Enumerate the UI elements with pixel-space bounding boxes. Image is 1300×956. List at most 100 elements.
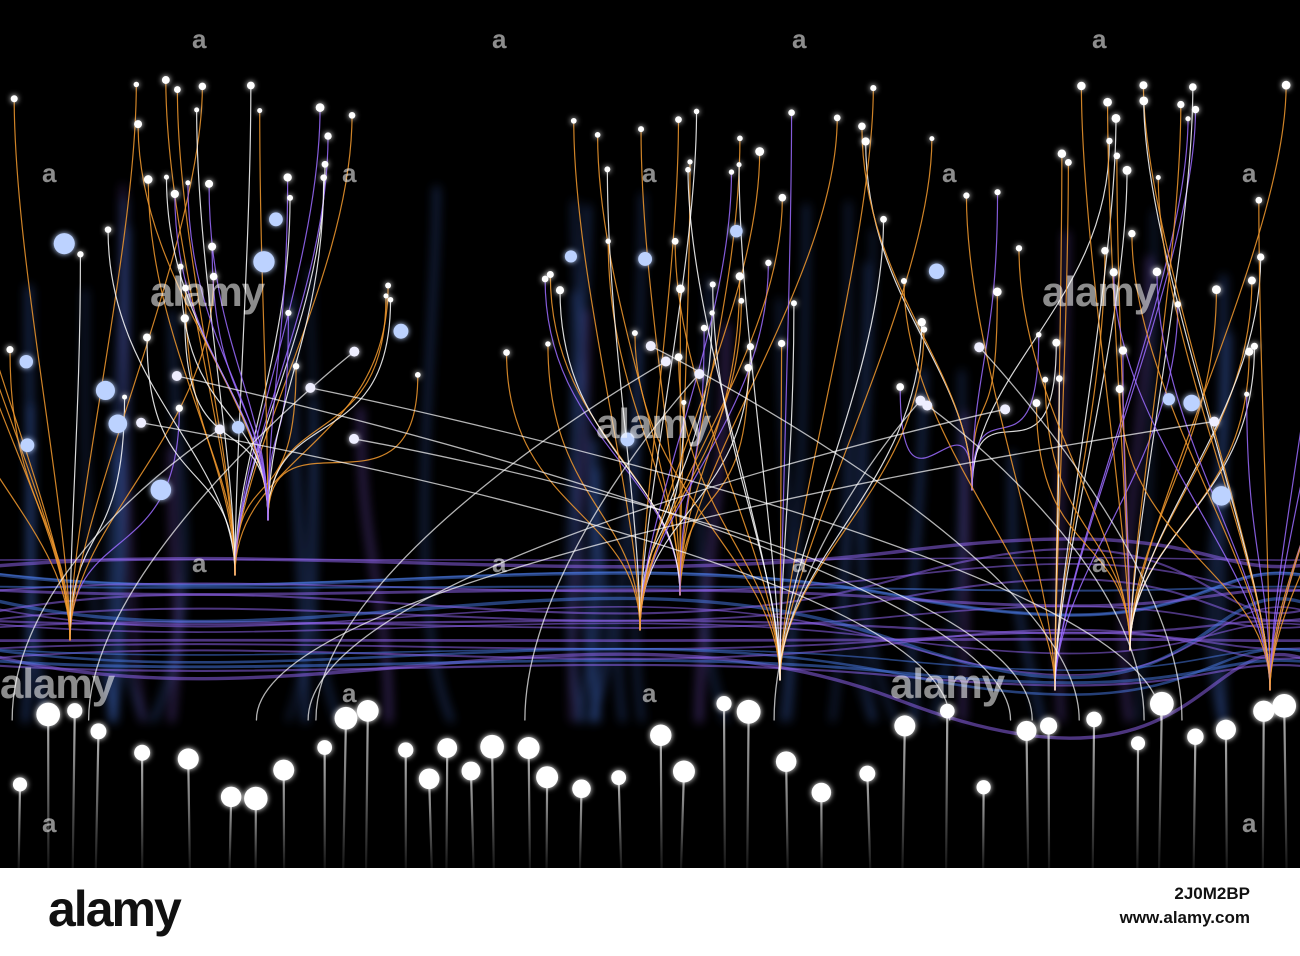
strand-tip-dot (604, 166, 611, 173)
watermark-mark: a (792, 548, 807, 578)
strand-tip-dot (1257, 253, 1265, 261)
blurred-strand (861, 229, 877, 722)
blurred-strand (959, 412, 969, 723)
weave-strand (0, 652, 1300, 740)
arc-tip-dot (915, 395, 926, 406)
fan-strand (674, 240, 781, 681)
strand-tip-dot (208, 242, 217, 251)
strand-tip-dot (638, 126, 645, 133)
blurred-strand (572, 200, 595, 723)
fan-strand (1269, 544, 1300, 691)
fan-strand (779, 302, 795, 681)
stem-head-dot (1215, 719, 1236, 740)
weave-strand (0, 628, 1300, 660)
strand-tip-dot (1122, 165, 1132, 175)
background-glow-dot (1162, 393, 1176, 406)
arc-tip-dot (1209, 416, 1220, 427)
strand-tip-dot (1113, 152, 1121, 160)
strand-tip-dot (920, 326, 928, 333)
strand-tip-dot (1111, 113, 1121, 123)
strand-tip-dot (737, 135, 743, 142)
strand-tip-dot (287, 194, 294, 201)
strand-tip-dot (348, 112, 356, 119)
strand-tip-dot (1055, 375, 1063, 382)
arc-tip-dot (694, 368, 705, 379)
blurred-strand (777, 298, 795, 722)
strand-tip-dot (414, 371, 421, 378)
strand-tip-dot (1042, 376, 1049, 383)
stem-head-dot (716, 696, 732, 712)
strand-tip-dot (700, 324, 708, 332)
watermark-text: alamy (0, 660, 115, 707)
blurred-strand (571, 291, 601, 723)
strand-tip-dot (163, 174, 170, 180)
weave-strand (0, 605, 1300, 629)
strand-tip-dot (746, 343, 755, 351)
strand-tip-dot (173, 86, 181, 93)
fan-strand (573, 120, 641, 631)
stem-strand (1136, 742, 1140, 868)
stem-head-dot (398, 742, 414, 758)
strand-tip-dot (917, 317, 926, 327)
fan-strand (69, 83, 137, 641)
arc-tip-dot (660, 356, 671, 367)
strand-tip-dot (1155, 175, 1161, 181)
stem-strand (1157, 702, 1163, 868)
arc-strand (307, 408, 1006, 721)
footer-logo[interactable]: alamy (48, 881, 182, 937)
strand-tip-dot (546, 271, 554, 279)
stem-head-dot (1039, 717, 1058, 735)
fan-strand (606, 168, 641, 631)
arc-strand (524, 373, 700, 721)
stem-strand (679, 770, 686, 868)
watermark-mark: a (1242, 158, 1257, 188)
fan-strand (267, 176, 289, 521)
strand-tip-dot (735, 272, 744, 281)
strand-tip-dot (194, 107, 200, 113)
fan-strand (505, 351, 641, 631)
fan-strand (259, 109, 269, 521)
arc-strand (926, 404, 1145, 721)
stem-head-dot (894, 715, 916, 737)
strand-tip-dot (1245, 347, 1254, 356)
stem-strand (1283, 704, 1288, 868)
blurred-strand (288, 295, 309, 723)
image-id: 2J0M2BP (1174, 884, 1250, 903)
stem-head-dot (572, 779, 591, 799)
strand-tip-dot (870, 85, 877, 92)
stem-strand (228, 795, 233, 868)
fan-strand (1129, 289, 1218, 651)
arc-strand (87, 350, 355, 721)
fan-strand (69, 396, 126, 641)
strand-tip-dot (777, 339, 786, 348)
fan-strand (184, 287, 236, 576)
strand-tip-dot (1211, 285, 1221, 295)
violet-fiber-bundle (0, 537, 1300, 740)
fan-strand (861, 125, 973, 491)
stem-strand (659, 734, 663, 868)
strand-tip-dot (631, 330, 638, 337)
stem-head-dot (650, 724, 672, 747)
fan-strand (1113, 271, 1271, 691)
stem-strand (1261, 710, 1265, 868)
background-glow-dot (108, 414, 128, 434)
blurred-strand (83, 288, 117, 722)
strand-tip-dot (728, 169, 735, 175)
strand-tip-dot (858, 122, 866, 131)
fan-strand (639, 118, 680, 631)
watermark-mark: a (342, 678, 357, 708)
strand-tip-dot (833, 114, 841, 122)
fan-strand (0, 407, 71, 641)
fan-strand (13, 98, 71, 641)
blurred-strand (286, 267, 318, 722)
arc-tip-dot (349, 346, 360, 357)
weave-strand (0, 622, 1300, 655)
strand-tip-dot (161, 76, 170, 84)
stem-strand (1224, 728, 1228, 868)
stem-head-dot (1130, 736, 1146, 751)
stem-head-dot (220, 786, 242, 808)
strand-tip-dot (77, 251, 84, 258)
arc-tip-dot (305, 382, 316, 393)
strand-tip-dot (320, 174, 327, 181)
site-url[interactable]: www.alamy.com (1119, 908, 1250, 927)
